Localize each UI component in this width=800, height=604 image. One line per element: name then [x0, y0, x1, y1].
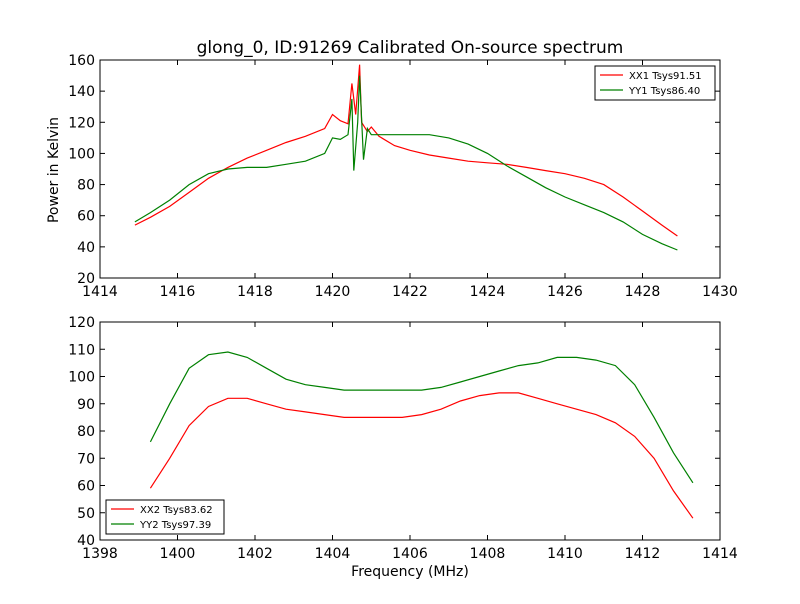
y-tick-label: 40 [77, 533, 95, 549]
x-tick-label: 1408 [470, 546, 506, 562]
bottom-x-axis-label: Frequency (MHz) [351, 564, 469, 580]
y-tick-label: 70 [77, 451, 95, 467]
x-tick-label: 1412 [625, 546, 661, 562]
legend-box [105, 499, 225, 535]
legend-box [594, 65, 716, 101]
x-tick-label: 1406 [392, 546, 428, 562]
y-tick-label: 120 [68, 115, 95, 131]
top-panel: 1414 1416 1418 1420 1422 1424 1426 1428 1430 20 40… [68, 53, 738, 300]
x-tick-label: 1400 [160, 546, 196, 562]
top-y-axis-label: Power in Kelvin [46, 117, 62, 223]
y-tick-label: 120 [68, 315, 95, 331]
chart-title: glong_0, ID:91269 Calibrated On-source s… [197, 38, 624, 58]
legend-label: XX1 Tsys91.51 [629, 71, 702, 82]
x-tick-label: 1402 [237, 546, 273, 562]
y-tick-label: 90 [77, 397, 95, 413]
x-tick-label: 1422 [392, 284, 428, 300]
y-tick-label: 80 [77, 178, 95, 194]
legend-label: XX2 Tsys83.62 [140, 505, 213, 516]
x-tick-label: 1410 [547, 546, 583, 562]
y-tick-label: 160 [68, 53, 95, 69]
legend-label: YY2 Tsys97.39 [139, 520, 211, 531]
x-tick-label: 1418 [237, 284, 273, 300]
x-tick-label: 1424 [470, 284, 506, 300]
x-tick-label: 1414 [82, 284, 118, 300]
x-tick-label: 1414 [702, 546, 738, 562]
x-tick-label: 1416 [160, 284, 196, 300]
x-tick-label: 1404 [315, 546, 351, 562]
y-tick-label: 40 [77, 240, 95, 256]
legend-label: YY1 Tsys86.40 [628, 86, 700, 97]
legend: XX2 Tsys83.62 YY2 Tsys97.39 [105, 499, 225, 535]
x-tick-label: 1430 [702, 284, 738, 300]
y-tick-label: 50 [77, 506, 95, 522]
series-line-yy2 [149, 351, 694, 484]
x-tick-label: 1428 [625, 284, 661, 300]
x-tick-label: 1420 [315, 284, 351, 300]
x-tick-label: 1398 [82, 546, 118, 562]
x-tick-label: 1426 [547, 284, 583, 300]
y-tick-label: 110 [68, 342, 95, 358]
y-tick-label: 20 [77, 271, 95, 287]
bottom-panel: 1398 1400 1402 1404 1406 1408 1410 1412 1414 40 50… [68, 315, 738, 562]
y-tick-label: 60 [77, 209, 95, 225]
series-line-xx2 [149, 392, 694, 519]
y-tick-label: 100 [68, 146, 95, 162]
series-line-yy1 [134, 75, 678, 251]
y-tick-label: 60 [77, 479, 95, 495]
legend: XX1 Tsys91.51 YY1 Tsys86.40 [594, 65, 716, 101]
y-tick-label: 140 [68, 84, 95, 100]
y-tick-label: 80 [77, 424, 95, 440]
y-tick-label: 100 [68, 370, 95, 386]
